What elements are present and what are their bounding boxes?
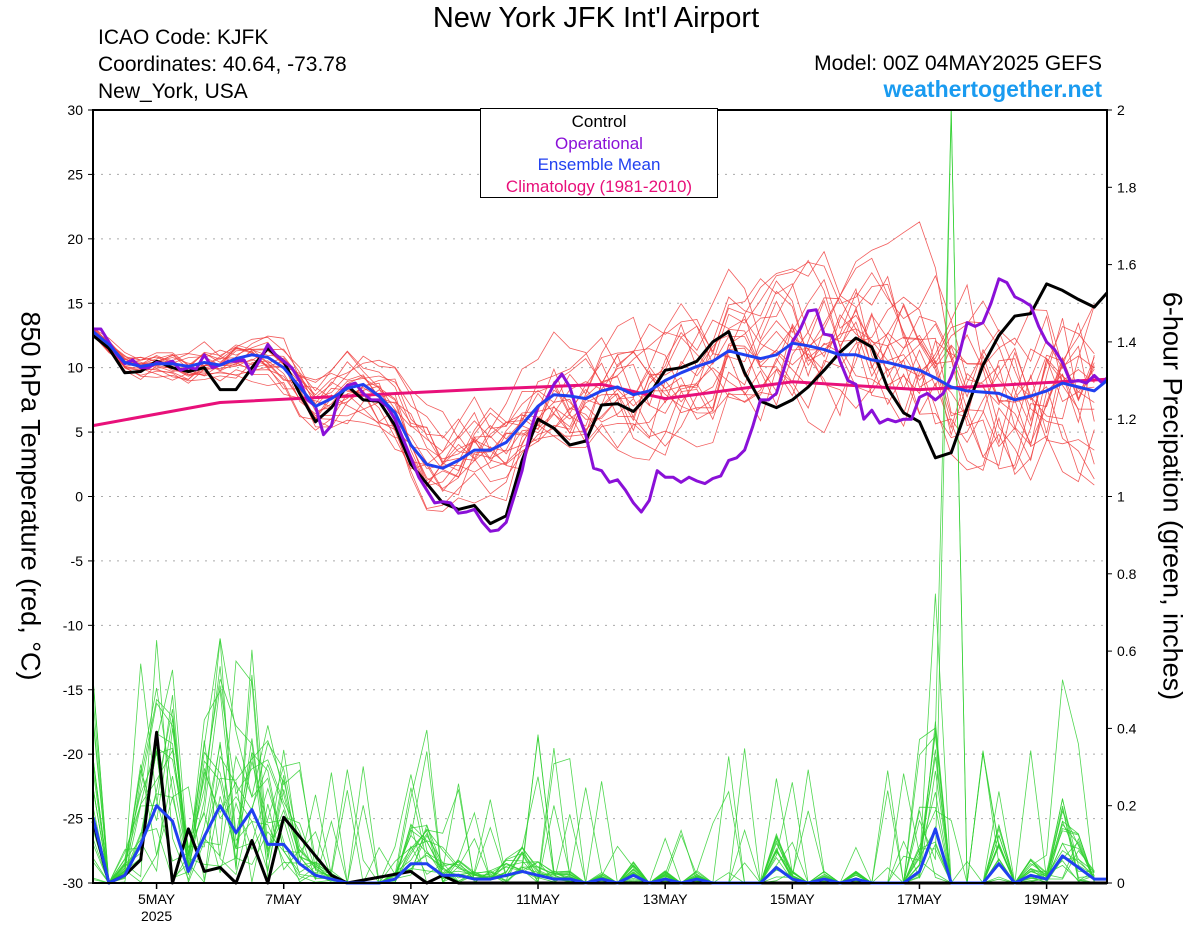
- left-axis-label: 850 hPa Temperature (red, °C): [15, 311, 46, 681]
- right-tick-label: 2: [1117, 102, 1125, 118]
- location: New_York, USA: [98, 80, 248, 103]
- legend-ensemble-mean: Ensemble Mean: [537, 155, 661, 174]
- left-tick-label: -30: [63, 875, 83, 891]
- temp-member-line: [92, 275, 1095, 440]
- coordinates: Coordinates: 40.64, -73.78: [98, 53, 347, 76]
- temp-ensemble-mean-line: [92, 330, 1108, 470]
- x-tick-label: 15MAY: [770, 891, 816, 907]
- right-tick-label: 0.8: [1117, 566, 1137, 582]
- temp-control-line: [92, 282, 1109, 526]
- precip-ensemble-mean-line: [91, 804, 1107, 885]
- right-tick-label: 1.2: [1117, 411, 1137, 427]
- temp-climatology-1981-2010-line: [92, 377, 1108, 428]
- grid-lines: [93, 173, 1107, 820]
- right-tick-label: 0.4: [1117, 720, 1137, 736]
- right-tick-label: 1: [1117, 489, 1125, 505]
- x-tick-label: 13MAY: [643, 891, 689, 907]
- x-tick-label: 19MAY: [1024, 891, 1070, 907]
- precip-member-line: [92, 669, 1095, 885]
- legend: Control Operational Ensemble Mean Climat…: [480, 108, 718, 198]
- temp-member-line: [92, 278, 1095, 512]
- left-tick-label: -15: [63, 682, 83, 698]
- left-tick-label: 30: [67, 102, 83, 118]
- precip-member-line: [92, 109, 1095, 884]
- x-tick-label: 9MAY: [392, 891, 430, 907]
- temp-member-line: [92, 250, 1095, 486]
- icao-code: ICAO Code: KJFK: [98, 26, 269, 49]
- temp-member-line: [92, 296, 1095, 481]
- x-tick-year-label: 2025: [141, 908, 172, 924]
- model-run: Model: 00Z 04MAY2025 GEFS: [814, 52, 1102, 75]
- x-tick-label: 11MAY: [516, 891, 560, 907]
- x-tick-label: 17MAY: [897, 891, 943, 907]
- left-tick-label: 5: [75, 424, 83, 440]
- right-tick-label: 1.4: [1117, 334, 1137, 350]
- temp-member-line: [92, 299, 1095, 509]
- temp-member-line: [92, 312, 1095, 465]
- legend-operational: Operational: [555, 133, 643, 153]
- precip-member-line: [92, 638, 1095, 884]
- x-tick-label: 5MAY: [138, 891, 176, 907]
- temp-member-line: [92, 283, 1095, 487]
- chart-title: New York JFK Int'l Airport: [432, 2, 760, 34]
- precip-member-line: [92, 593, 1095, 884]
- x-tick-label: 7MAY: [265, 891, 303, 907]
- ensemble-member-lines: [92, 109, 1095, 885]
- temp-operational-line: [93, 277, 1109, 533]
- legend-control: Control: [571, 112, 627, 131]
- left-tick-label: 25: [67, 166, 83, 182]
- right-tick-label: 0.2: [1117, 798, 1137, 814]
- left-tick-label: 10: [67, 360, 83, 376]
- left-tick-label: 20: [67, 231, 83, 247]
- left-tick-label: -10: [63, 617, 83, 633]
- left-tick-label: 15: [67, 295, 83, 311]
- right-tick-label: 0.6: [1117, 643, 1137, 659]
- tick-labels: 302520151050-5-10-15-20-25-3021.81.61.41…: [63, 102, 1137, 924]
- right-tick-label: 1.6: [1117, 257, 1137, 273]
- left-tick-label: -25: [63, 811, 83, 827]
- left-tick-label: 0: [75, 489, 83, 505]
- precip-member-line: [92, 649, 1095, 885]
- left-tick-label: -5: [71, 553, 84, 569]
- right-tick-label: 0: [1117, 875, 1125, 891]
- right-tick-label: 1.8: [1117, 179, 1137, 195]
- series-lines: [91, 277, 1109, 885]
- right-axis-label: 6-hour Precipation (green, inches): [1157, 291, 1188, 701]
- site-credit[interactable]: weathertogether.net: [883, 76, 1102, 102]
- legend-climatology: Climatology (1981-2010): [505, 176, 693, 196]
- left-tick-label: -20: [63, 746, 83, 762]
